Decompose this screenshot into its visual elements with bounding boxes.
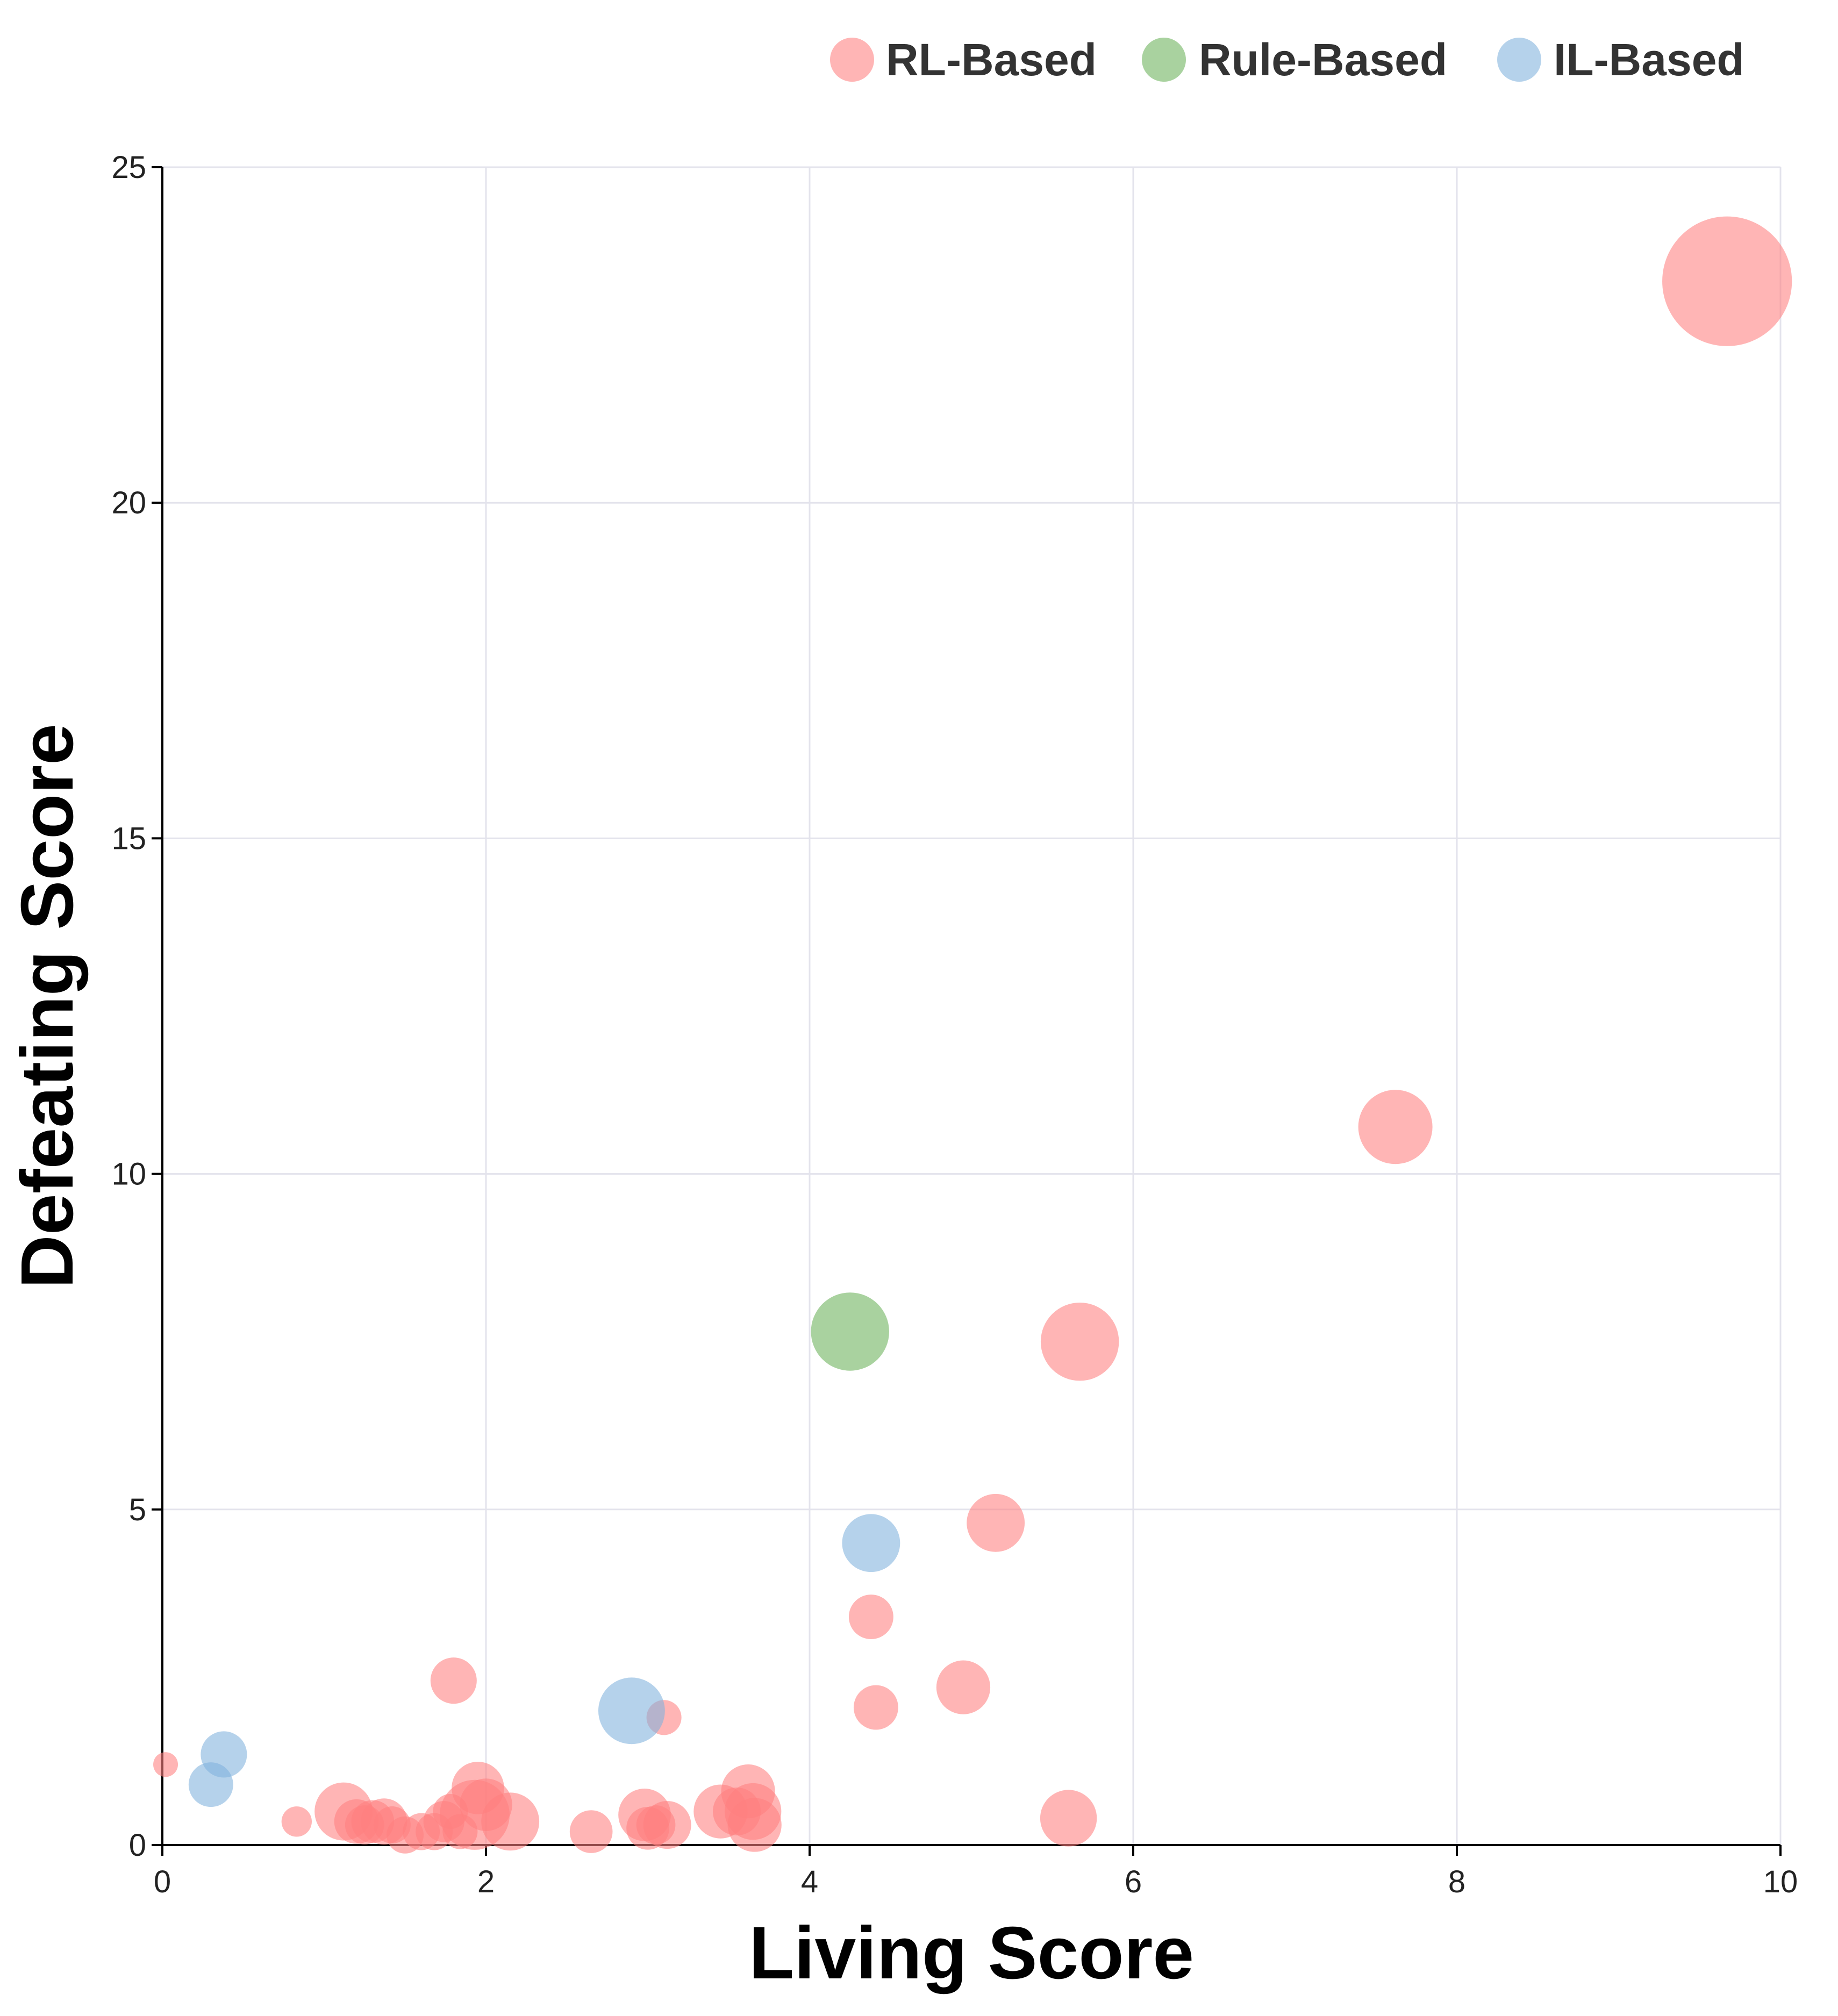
rl-based-point [430, 1657, 477, 1704]
rl-based-point [153, 1752, 178, 1777]
y-tick-label: 5 [129, 1492, 146, 1527]
x-tick-label: 2 [477, 1864, 495, 1899]
rl-based-point [1040, 1302, 1119, 1381]
y-tick-label: 10 [111, 1157, 146, 1192]
rl-based-point [967, 1493, 1025, 1552]
rl-based-point [936, 1660, 991, 1714]
x-tick-label: 8 [1448, 1864, 1465, 1899]
x-tick-label: 10 [1763, 1864, 1798, 1899]
il-based-point [188, 1762, 233, 1807]
x-tick-label: 0 [154, 1864, 171, 1899]
legend-swatch-rule-based [1142, 38, 1186, 82]
legend: RL-Based Rule-Based IL-Based [830, 34, 1744, 85]
rl-based-point [1040, 1790, 1097, 1847]
x-tick-label: 6 [1125, 1864, 1142, 1899]
rl-based-point [569, 1810, 613, 1853]
rl-based-point [281, 1806, 312, 1837]
legend-label-rl-based: RL-Based [886, 34, 1097, 85]
y-axis-title: Defeating Score [6, 724, 89, 1289]
y-tick-label: 20 [111, 485, 146, 520]
rl-based-point [643, 1801, 691, 1849]
grid [161, 166, 1782, 1846]
rl-based-point [853, 1685, 898, 1730]
rl-based-point [1662, 216, 1792, 346]
legend-label-il-based: IL-Based [1554, 34, 1744, 85]
legend-swatch-il-based [1497, 38, 1541, 82]
rule-based-point [811, 1292, 889, 1371]
y-tick-label: 0 [129, 1828, 146, 1863]
axes [161, 167, 1780, 1846]
il-based-point [598, 1677, 665, 1745]
x-tick-label: 4 [801, 1864, 818, 1899]
rl-based-point [481, 1792, 540, 1851]
data-points [153, 216, 1792, 1854]
legend-label-rule-based: Rule-Based [1199, 34, 1447, 85]
rl-based-point [1358, 1090, 1433, 1164]
legend-swatch-rl-based [830, 38, 874, 82]
rl-based-point [727, 1798, 782, 1852]
rl-based-point [848, 1595, 893, 1640]
y-tick-label: 15 [111, 821, 146, 856]
il-based-point [842, 1514, 900, 1572]
tick-labels: 0 2 4 6 8 10 0 5 10 15 20 25 [111, 150, 1798, 1899]
y-tick-label: 25 [111, 150, 146, 185]
x-axis-title: Living Score [749, 1912, 1194, 1994]
